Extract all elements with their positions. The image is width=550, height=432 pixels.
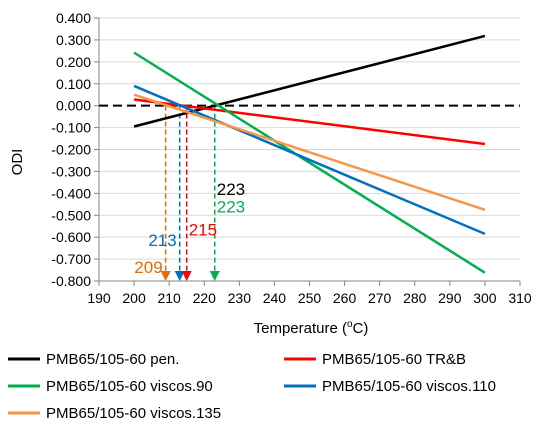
legend-label-2: PMB65/105-60 viscos.90	[46, 378, 213, 395]
annotation-2: 215	[189, 220, 217, 239]
x-axis-title-sup: o	[347, 319, 353, 330]
x-tick-label-5: 240	[263, 290, 287, 306]
x-tick-label-11: 300	[473, 290, 497, 306]
annotation-1: 213	[148, 231, 176, 250]
drop-arrow-2	[181, 271, 192, 281]
x-tick-label-7: 260	[333, 290, 357, 306]
x-tick-label-8: 270	[368, 290, 392, 306]
annotation-3: 223	[217, 180, 245, 199]
x-tick-label-4: 230	[228, 290, 252, 306]
x-tick-label-9: 280	[403, 290, 427, 306]
series-line-1	[133, 98, 486, 146]
legend-label-4: PMB65/105-60 viscos.135	[46, 405, 221, 422]
y-tick-label-1: 0.300	[56, 32, 91, 48]
y-tick-label-4: 0.000	[56, 98, 91, 114]
y-tick-label-10: -0.600	[51, 229, 91, 245]
drop-arrow-0	[160, 271, 171, 281]
y-axis-title: ODI	[9, 149, 26, 176]
x-tick-label-3: 220	[193, 290, 217, 306]
axes	[94, 17, 521, 286]
y-tick-label-11: -0.700	[51, 251, 91, 267]
x-axis-title-end: C)	[353, 320, 369, 337]
series-lines	[133, 34, 486, 274]
y-tick-label-7: -0.300	[51, 163, 91, 179]
x-tick-label-2: 210	[157, 290, 181, 306]
x-tick-label-10: 290	[438, 290, 462, 306]
drop-arrow-1	[174, 271, 185, 281]
y-tick-label-12: -0.800	[51, 273, 91, 289]
y-tick-label-5: -0.100	[51, 120, 91, 136]
tick-labels: 190 200 210 220 230 240 250 260 270 280 290 300 310 0…	[51, 10, 532, 306]
series-line-4	[133, 93, 486, 211]
x-tick-label-1: 200	[122, 290, 146, 306]
annotation-4: 223	[217, 197, 245, 216]
series-line-3	[133, 84, 486, 236]
y-tick-label-0: 0.400	[56, 10, 91, 26]
series-line-2	[133, 51, 486, 274]
y-tick-label-8: -0.400	[51, 185, 91, 201]
x-tick-label-12: 310	[508, 290, 532, 306]
drop-arrow-3	[209, 271, 220, 281]
legend-label-0: PMB65/105-60 pen.	[46, 351, 179, 368]
x-tick-label-6: 250	[298, 290, 322, 306]
y-tick-label-6: -0.200	[51, 142, 91, 158]
legend-label-3: PMB65/105-60 viscos.110	[322, 378, 496, 395]
legend-label-1: PMB65/105-60 TR&B	[322, 351, 466, 368]
x-tick-label-0: 190	[87, 290, 111, 306]
x-axis-title-main: Temperature (	[254, 320, 347, 337]
y-tick-label-2: 0.200	[56, 54, 91, 70]
y-tick-label-9: -0.500	[51, 207, 91, 223]
annotation-0: 209	[134, 258, 162, 277]
drop-lines	[160, 105, 220, 281]
x-axis-title: Temperature (oC)	[254, 319, 369, 337]
legend: PMB65/105-60 pen. PMB65/105-60 TR&B PMB65/…	[8, 351, 496, 422]
y-tick-label-3: 0.100	[56, 76, 91, 92]
